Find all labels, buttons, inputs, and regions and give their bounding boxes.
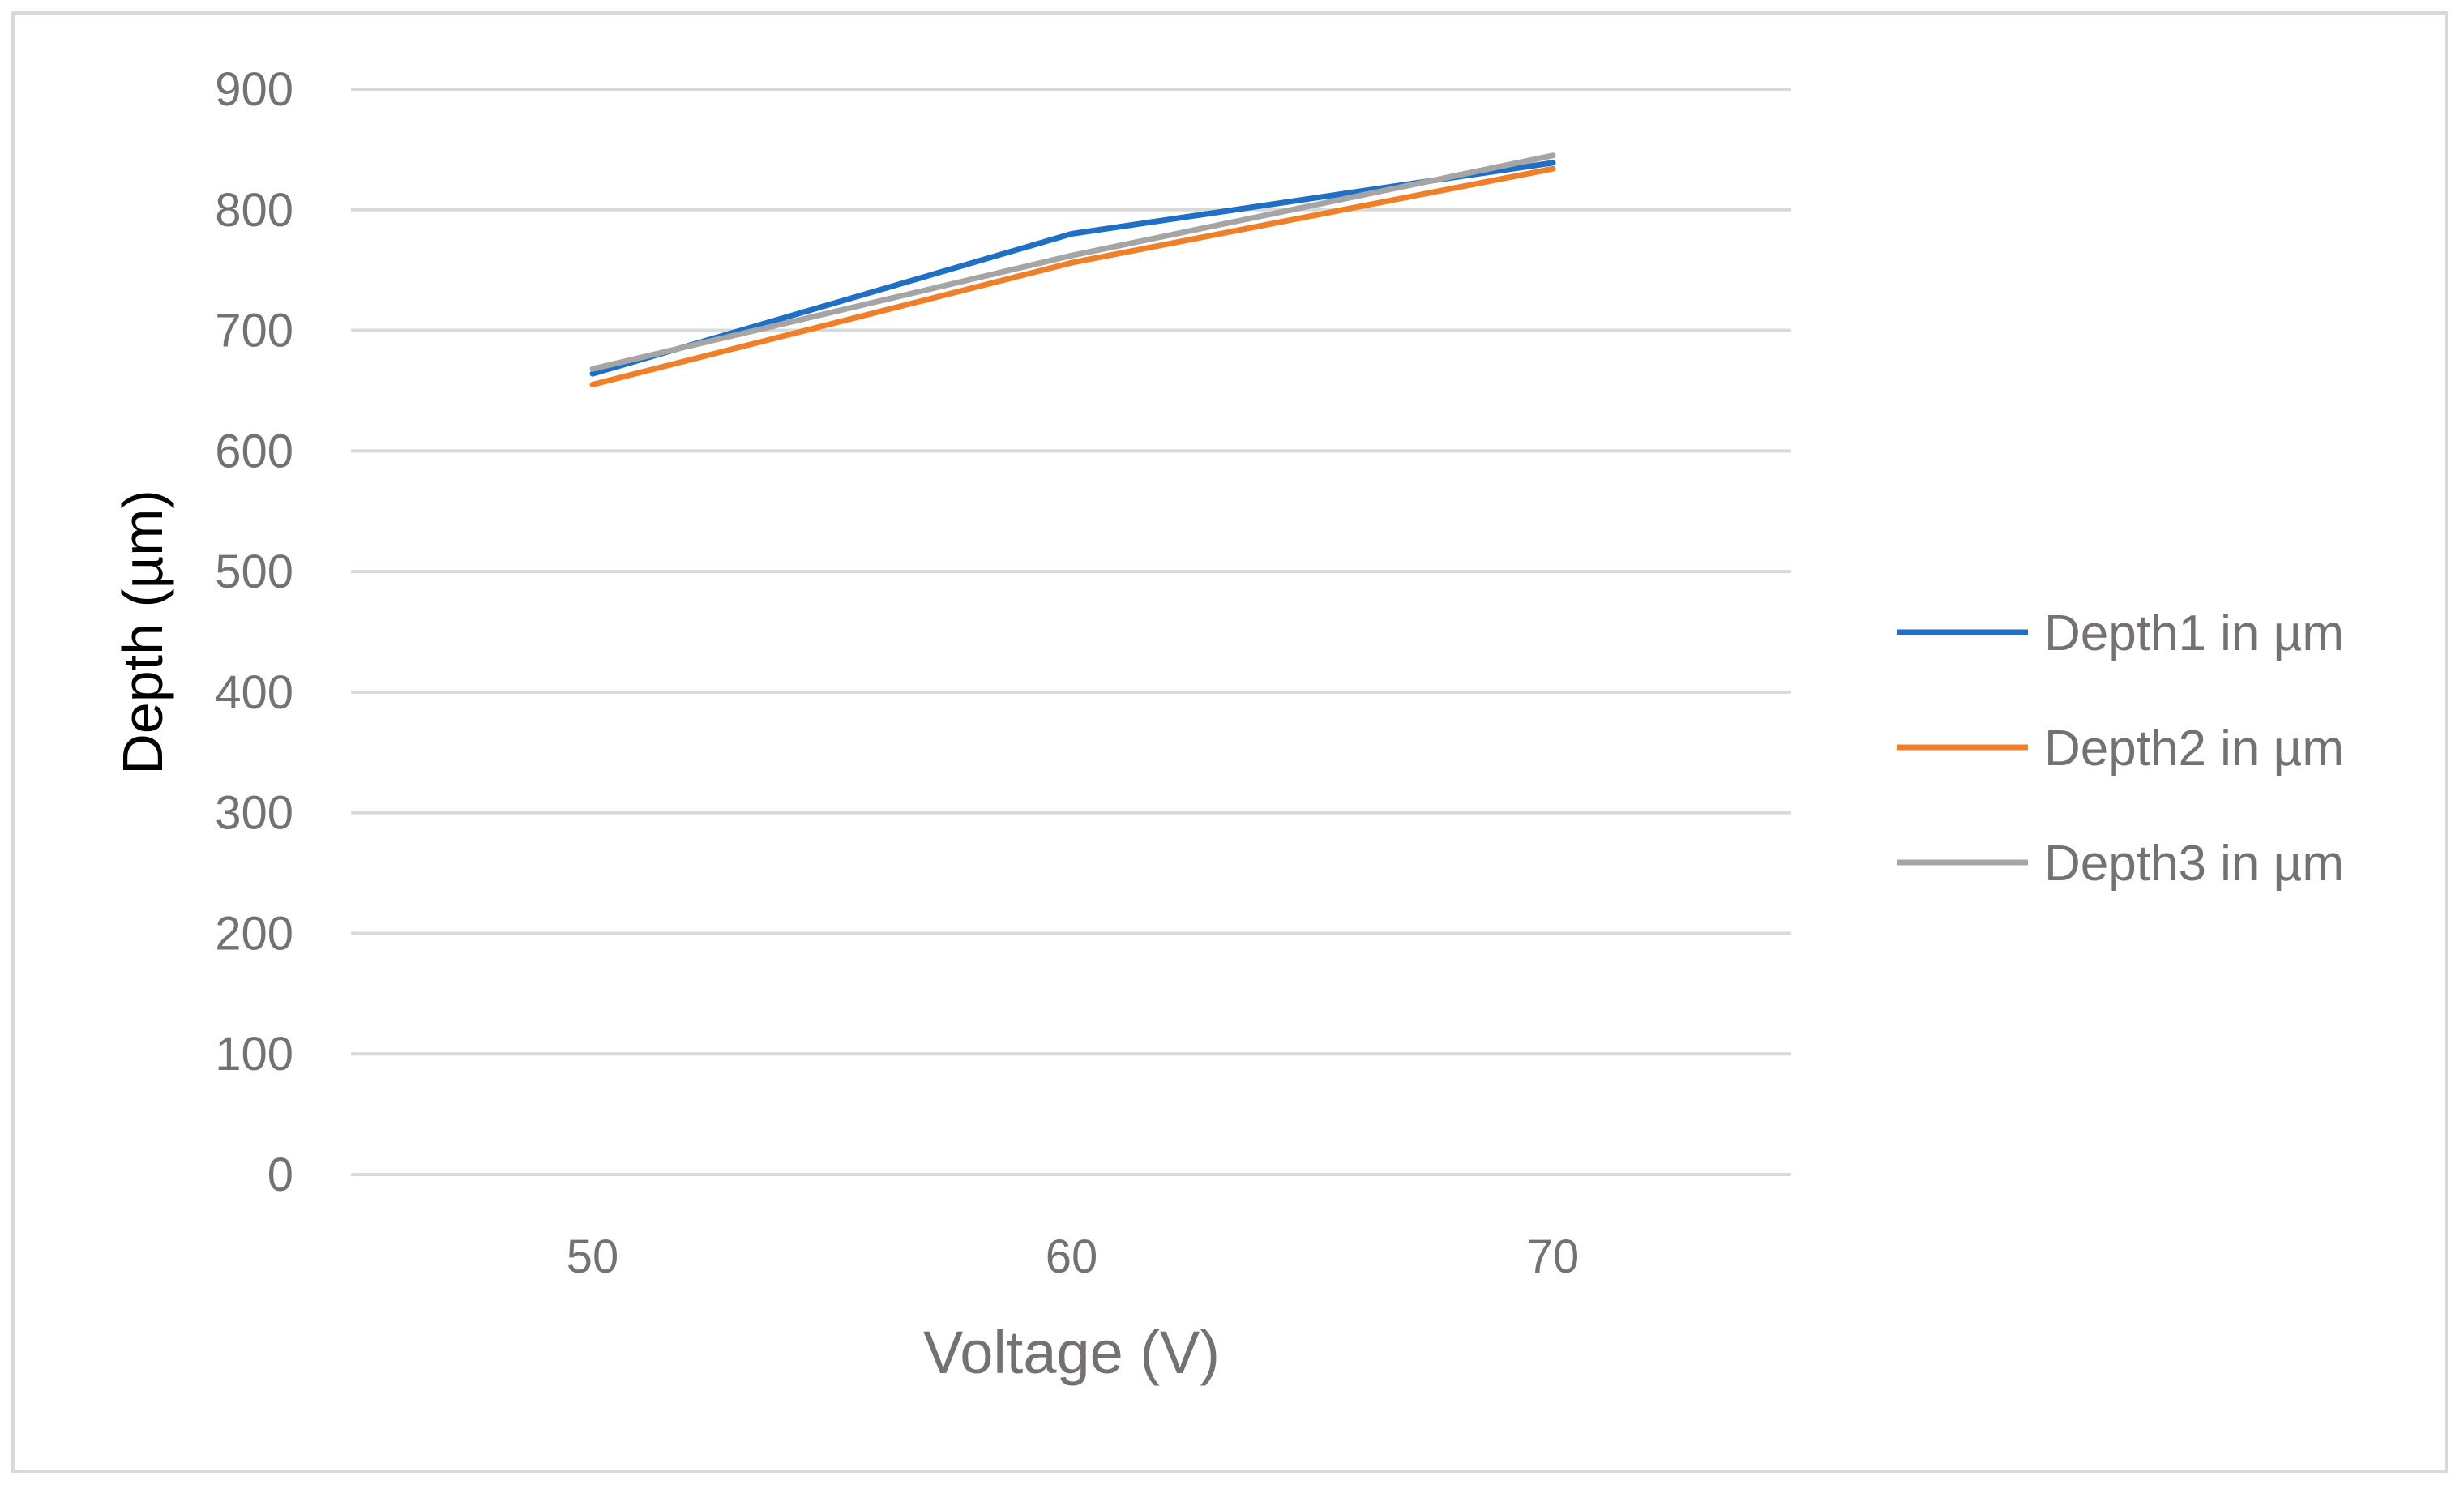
y-tick-label: 600 — [215, 425, 293, 477]
y-tick-label: 100 — [215, 1028, 293, 1080]
legend-label: Depth1 in µm — [2044, 605, 2344, 661]
legend-label: Depth3 in µm — [2044, 836, 2344, 892]
y-tick-label: 900 — [215, 63, 293, 116]
y-axis-ticks: 0 100 200 300 400 500 600 700 800 900 — [215, 63, 293, 1201]
y-tick-label: 800 — [215, 184, 293, 237]
y-tick-label: 0 — [267, 1149, 293, 1201]
y-tick-label: 700 — [215, 305, 293, 357]
legend: Depth1 in µm Depth2 in µm Depth3 in µm — [1897, 605, 2344, 892]
y-axis-title: Depth (µm) — [111, 490, 174, 775]
gridlines — [351, 88, 1791, 1176]
y-tick-label: 200 — [215, 907, 293, 960]
chart-area — [11, 11, 2448, 1473]
x-tick-label: 70 — [1527, 1230, 1580, 1283]
y-tick-label: 300 — [215, 787, 293, 840]
legend-label: Depth2 in µm — [2044, 721, 2344, 777]
series-line-2 — [589, 165, 1556, 387]
x-tick-label: 60 — [1046, 1230, 1098, 1283]
y-tick-label: 500 — [215, 546, 293, 598]
x-axis-title: Voltage (V) — [923, 1319, 1220, 1386]
x-tick-label: 50 — [567, 1230, 619, 1283]
y-tick-label: 400 — [215, 666, 293, 719]
series-line-3 — [589, 152, 1556, 372]
x-axis-ticks: 50 60 70 — [567, 1230, 1580, 1283]
series-lines — [589, 152, 1556, 387]
